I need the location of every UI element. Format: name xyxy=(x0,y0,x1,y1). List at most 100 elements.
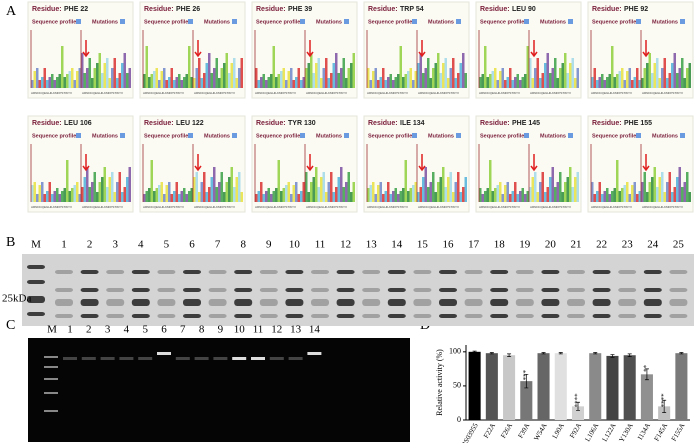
sequence-right: ARNDCQEGHILKMFPSTWYV xyxy=(418,91,459,95)
residue-name: PHE 26 xyxy=(176,6,200,13)
profile-bar xyxy=(198,58,201,88)
gel-band xyxy=(208,270,227,274)
profile-bar xyxy=(481,194,484,202)
lane-label: 21 xyxy=(571,239,582,251)
profile-bar xyxy=(621,68,624,88)
profile-bar xyxy=(601,74,604,88)
profile-bar xyxy=(66,160,69,202)
profile-bar xyxy=(88,187,91,202)
bar xyxy=(520,381,533,420)
profile-bar xyxy=(678,167,681,202)
gel-band xyxy=(157,270,176,274)
profile-bar xyxy=(116,78,119,88)
profile-bar xyxy=(514,77,517,88)
residue-label: Residue: xyxy=(256,120,286,127)
profile-bar xyxy=(591,182,594,202)
profile-bar xyxy=(688,63,691,88)
profile-bar xyxy=(118,73,121,88)
profile-bar xyxy=(300,80,303,88)
profile-bar xyxy=(71,188,74,202)
profile-bar xyxy=(521,77,524,88)
profile-bar xyxy=(546,187,549,202)
profile-bar xyxy=(145,191,148,202)
profile-bar xyxy=(98,53,101,88)
profile-bar xyxy=(384,80,387,88)
profile-bar xyxy=(668,172,671,202)
significance: ** xyxy=(643,364,651,372)
profile-bar xyxy=(432,68,435,88)
info-icon xyxy=(680,133,685,138)
profile-bar xyxy=(327,78,330,88)
ladder-band xyxy=(44,410,58,412)
profile-bar xyxy=(394,77,397,88)
profile-bar xyxy=(678,68,681,88)
profile-bar xyxy=(91,78,94,88)
sequence-left: ARNDCQEGHILKMFPSTWYV xyxy=(31,91,72,95)
y-tick-label: 0 xyxy=(457,415,461,424)
gel-band xyxy=(592,314,611,318)
info-icon xyxy=(344,133,349,138)
lane-label: 25 xyxy=(673,239,685,251)
mutations-tab: Mutations xyxy=(652,133,678,139)
profile-bar xyxy=(265,191,268,202)
residue-name: PHE 145 xyxy=(512,120,540,127)
profile-bar xyxy=(307,63,310,88)
gel-band xyxy=(643,288,662,292)
profile-bar xyxy=(322,68,325,88)
profile-bar xyxy=(524,194,527,202)
profile-bar xyxy=(272,46,275,88)
profile-bar xyxy=(73,185,76,202)
profile-bar xyxy=(427,187,430,202)
profile-bar xyxy=(534,68,537,88)
profile-bar xyxy=(340,167,343,202)
lane-label: 19 xyxy=(519,239,531,251)
profile-bar xyxy=(683,182,686,202)
mutations-tab: Mutations xyxy=(204,133,230,139)
gel-band xyxy=(131,270,150,274)
gel-band xyxy=(387,314,406,318)
profile-bar xyxy=(382,68,385,88)
profile-bar xyxy=(183,188,186,202)
gel-band xyxy=(490,314,509,318)
profile-bar xyxy=(402,188,405,202)
profile-bar xyxy=(255,68,258,88)
profile-bar xyxy=(486,188,489,202)
profile-bar xyxy=(123,53,126,88)
ladder-band xyxy=(44,392,58,394)
profile-bar xyxy=(648,53,651,88)
profile-bar xyxy=(417,63,420,88)
profile-bar xyxy=(307,192,310,202)
gel-band xyxy=(464,288,483,292)
lane-label: 8 xyxy=(240,239,246,251)
info-icon xyxy=(300,133,305,138)
profile-bar xyxy=(240,192,243,202)
gel-band xyxy=(183,288,201,292)
gel-band xyxy=(55,314,73,318)
profile-bar xyxy=(88,58,91,88)
profile-bar xyxy=(636,68,639,88)
profile-bar xyxy=(618,71,621,88)
gel-band xyxy=(336,314,355,318)
profile-bar xyxy=(126,73,129,88)
profile-bar xyxy=(631,185,634,202)
profile-bar xyxy=(113,58,116,88)
profile-bar xyxy=(397,194,400,202)
gel-band xyxy=(183,314,201,318)
profile-bar xyxy=(352,182,355,202)
profile-bar xyxy=(173,191,176,202)
gel-band xyxy=(80,299,99,306)
profile-bar xyxy=(564,182,567,202)
profile-bar xyxy=(623,185,626,202)
gel-band xyxy=(490,270,509,274)
profile-bar xyxy=(86,167,89,202)
profile-bar xyxy=(36,194,39,202)
profile-bar xyxy=(48,77,51,88)
profile-bar xyxy=(305,172,308,202)
profile-bar xyxy=(240,58,243,88)
residue-label: Residue: xyxy=(368,120,398,127)
sequence-right: ARNDCQEGHILKMFPSTWYV xyxy=(82,91,123,95)
lane-label: 23 xyxy=(622,239,634,251)
profile-bar xyxy=(457,172,460,202)
profile-bar xyxy=(78,68,81,88)
profile-bar xyxy=(277,74,280,88)
